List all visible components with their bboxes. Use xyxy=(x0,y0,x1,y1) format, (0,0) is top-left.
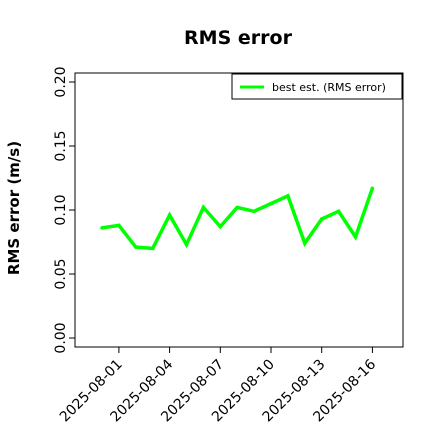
data-point xyxy=(134,245,138,249)
data-point xyxy=(167,213,172,217)
chart-title: RMS error xyxy=(184,27,293,49)
series-line xyxy=(101,187,375,251)
data-point xyxy=(117,223,121,228)
data-point xyxy=(252,209,256,214)
legend: best est. (RMS error) xyxy=(231,73,403,100)
y-tick-label: 0.10 xyxy=(53,194,69,225)
data-point xyxy=(269,201,273,206)
y-tick-label: 0.05 xyxy=(53,258,69,289)
data-point xyxy=(319,217,324,221)
series-layer xyxy=(100,186,375,251)
y-tick-label: 0.20 xyxy=(53,66,69,97)
data-point xyxy=(100,226,104,230)
data-point xyxy=(303,241,307,246)
legend-label: best est. (RMS error) xyxy=(272,81,386,94)
y-tick-label: 0.00 xyxy=(53,322,69,353)
data-point xyxy=(370,186,375,190)
y-axis-label: RMS error (m/s) xyxy=(5,141,23,275)
data-point xyxy=(150,246,155,251)
data-point xyxy=(201,205,206,210)
y-tick-label: 0.15 xyxy=(53,130,69,161)
data-point xyxy=(184,242,189,247)
data-point xyxy=(336,209,341,214)
data-point xyxy=(235,205,239,210)
y-axis: 0.00 0.05 0.10 0.15 0.20 xyxy=(53,66,75,354)
x-axis: 2025-08-012025-08-042025-08-072025-08-10… xyxy=(57,347,379,425)
data-point xyxy=(353,235,358,239)
data-point xyxy=(218,224,223,229)
plot-area xyxy=(74,72,404,348)
data-point xyxy=(286,194,290,198)
